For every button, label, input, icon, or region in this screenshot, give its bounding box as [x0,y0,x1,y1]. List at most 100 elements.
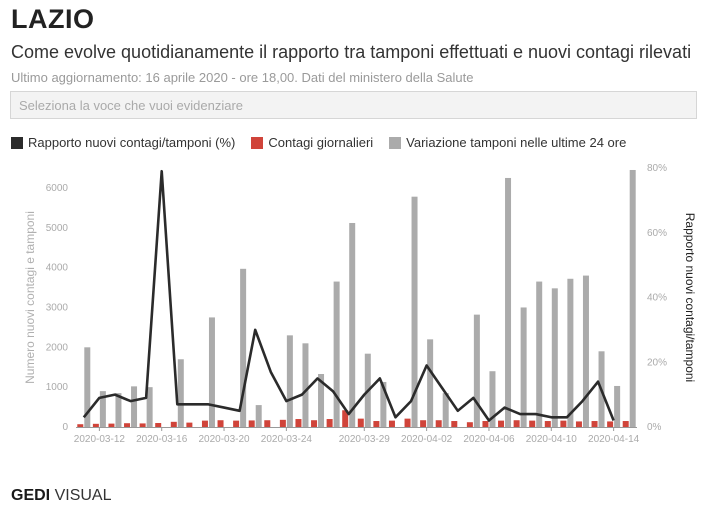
contagi-bar [108,423,115,427]
y-left-tick-label: 0 [62,422,68,433]
contagi-bar [435,420,442,427]
tamponi-bar [131,386,138,427]
contagi-bar [622,421,629,427]
contagi-bar [466,422,473,427]
update-note: Ultimo aggiornamento: 16 aprile 2020 - o… [11,70,474,85]
contagi-bar [607,421,614,427]
legend-swatch-contagi [251,136,264,149]
x-tick-label: 2020-04-14 [588,434,640,445]
tamponi-bar [240,268,247,427]
y-left-tick-label: 2000 [46,342,69,353]
tamponi-bar [208,317,215,427]
legend-label-contagi: Contagi giornalieri [268,135,374,150]
contagi-bar [295,419,302,427]
tamponi-bar [505,177,512,427]
legend-label-tamponi: Variazione tamponi nelle ultime 24 ore [406,135,627,150]
contagi-bar [155,423,162,427]
y-left-tick-label: 6000 [46,183,69,194]
tamponi-bar [551,288,558,427]
y-right-tick-label: 80% [647,163,667,174]
legend-item-ratio[interactable]: Rapporto nuovi contagi/tamponi (%) [11,135,235,150]
contagi-bar [544,421,551,427]
contagi-bar [201,420,208,427]
page-title: LAZIO [11,4,95,34]
contagi-bar [326,419,333,427]
tamponi-bar [427,339,434,427]
tamponi-bar [286,335,293,427]
contagi-bar [311,420,318,427]
tamponi-bar [255,405,262,427]
x-tick-label: 2020-04-02 [401,434,453,445]
contagi-bar [217,420,224,427]
tamponi-bar [84,347,91,427]
x-tick-label: 2020-03-24 [261,434,313,445]
x-tick-label: 2020-04-10 [526,434,578,445]
logo-visual: VISUAL [50,487,112,504]
contagi-bar [388,420,395,427]
tamponi-bar [582,275,589,427]
y-left-tick-label: 5000 [46,223,69,234]
legend-item-contagi[interactable]: Contagi giornalieri [251,135,373,150]
contagi-bar [248,420,255,427]
logo-gedi: GEDI [11,487,51,504]
legend-label-ratio: Rapporto nuovi contagi/tamponi (%) [28,135,236,150]
tamponi-bar [442,393,449,427]
contagi-bar [420,420,427,427]
contagi-bar [560,420,567,427]
contagi-bar [482,421,489,427]
x-tick-label: 2020-03-12 [74,434,126,445]
y-left-tick-label: 3000 [46,302,69,313]
tamponi-bar [302,343,309,427]
tamponi-bar [349,222,356,427]
ratio-line [82,169,615,422]
gedi-visual-logo: GEDI VISUAL [11,487,111,505]
series-selector[interactable]: Seleziona la voce che vuoi evidenziare [10,91,697,119]
tamponi-bar [489,371,496,427]
contagi-bar [373,421,380,427]
contagi-bar [591,421,598,427]
contagi-bar [264,420,271,427]
legend-swatch-tamponi [389,136,402,149]
contagi-bar [124,423,131,427]
contagi-bar [529,420,536,427]
y-left-axis-title: Numero nuovi contagi e tamponi [23,211,37,384]
tamponi-bar [473,314,480,427]
x-tick-label: 2020-03-16 [136,434,188,445]
contagi-bar [357,418,364,427]
chart-legend: Rapporto nuovi contagi/tamponi (%) Conta… [11,135,642,150]
contagi-bar [513,420,520,427]
contagi-bar [186,422,193,427]
y-right-tick-label: 0% [647,422,662,433]
series-selector-placeholder: Seleziona la voce che vuoi evidenziare [19,98,244,113]
contagi-bar [77,424,84,427]
y-left-tick-label: 4000 [46,263,69,274]
y-right-axis-title: Rapporto nuovi contagi/tamponi [683,213,697,382]
y-left-tick-label: 1000 [46,382,69,393]
tamponi-bar [629,169,636,427]
x-tick-label: 2020-03-29 [339,434,391,445]
tamponi-bar [115,393,122,427]
contagi-bar [170,421,177,427]
tamponi-bar [567,278,574,427]
y-right-tick-label: 20% [647,357,667,368]
x-tick-label: 2020-04-06 [463,434,515,445]
x-tick-label: 2020-03-20 [198,434,250,445]
contagi-bar [451,421,458,427]
tamponi-bar [333,281,340,427]
contagi-bar [279,419,286,427]
tamponi-bar [536,281,543,427]
tamponi-bar [411,196,418,427]
contagi-bar [498,420,505,427]
y-right-tick-label: 60% [647,228,667,239]
contagi-bar [233,420,240,427]
legend-swatch-ratio [11,136,23,149]
chart-area: 0 1000 2000 3000 4000 5000 6000 0% 20% 40% 60% 80% N… [23,163,697,445]
contagi-bar [575,421,582,427]
tamponi-bar [318,374,325,427]
tamponi-bar [380,381,387,427]
chart-subtitle: Come evolve quotidianamente il rapporto … [11,42,692,62]
tamponi-bar [520,307,527,427]
tamponi-bar [99,391,106,427]
y-right-tick-label: 40% [647,293,667,304]
legend-item-tamponi[interactable]: Variazione tamponi nelle ultime 24 ore [389,135,626,150]
